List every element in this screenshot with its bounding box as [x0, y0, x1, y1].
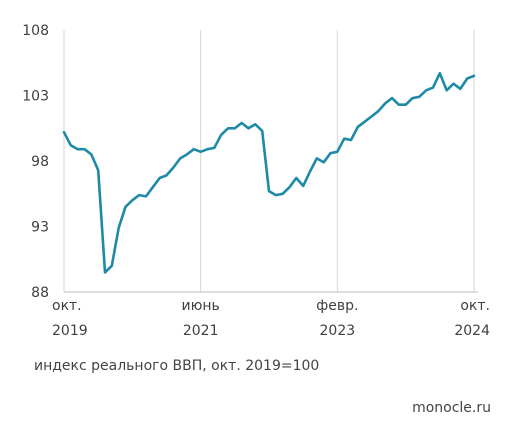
y-tick-label: 108 — [22, 23, 49, 39]
x-tick-label: окт. — [460, 298, 490, 314]
line-chart: 88 93 98 103 108 окт. 2019 июнь 2021 февр. 2023 окт… — [22, 23, 490, 339]
x-tick-label: окт. — [52, 298, 82, 314]
series-line-gdp-index — [62, 71, 476, 274]
y-tick-label: 88 — [31, 285, 49, 301]
x-tick-label: февр. — [316, 298, 358, 314]
x-tick-year-label: 2024 — [454, 323, 490, 339]
x-tick-year-label: 2023 — [320, 323, 356, 339]
y-tick-label: 93 — [31, 220, 49, 236]
chart-area: 88 93 98 103 108 окт. 2019 июнь 2021 февр. 2023 окт… — [22, 23, 490, 339]
x-tick-label: июнь — [182, 298, 220, 314]
x-tick-year-label: 2019 — [52, 323, 88, 339]
x-tick-year-label: 2021 — [183, 323, 219, 339]
y-tick-label: 103 — [22, 89, 49, 105]
source-label: monocle.ru — [412, 400, 491, 416]
y-tick-label: 98 — [31, 154, 49, 170]
chart-caption: индекс реального ВВП, окт. 2019=100 — [34, 358, 320, 374]
